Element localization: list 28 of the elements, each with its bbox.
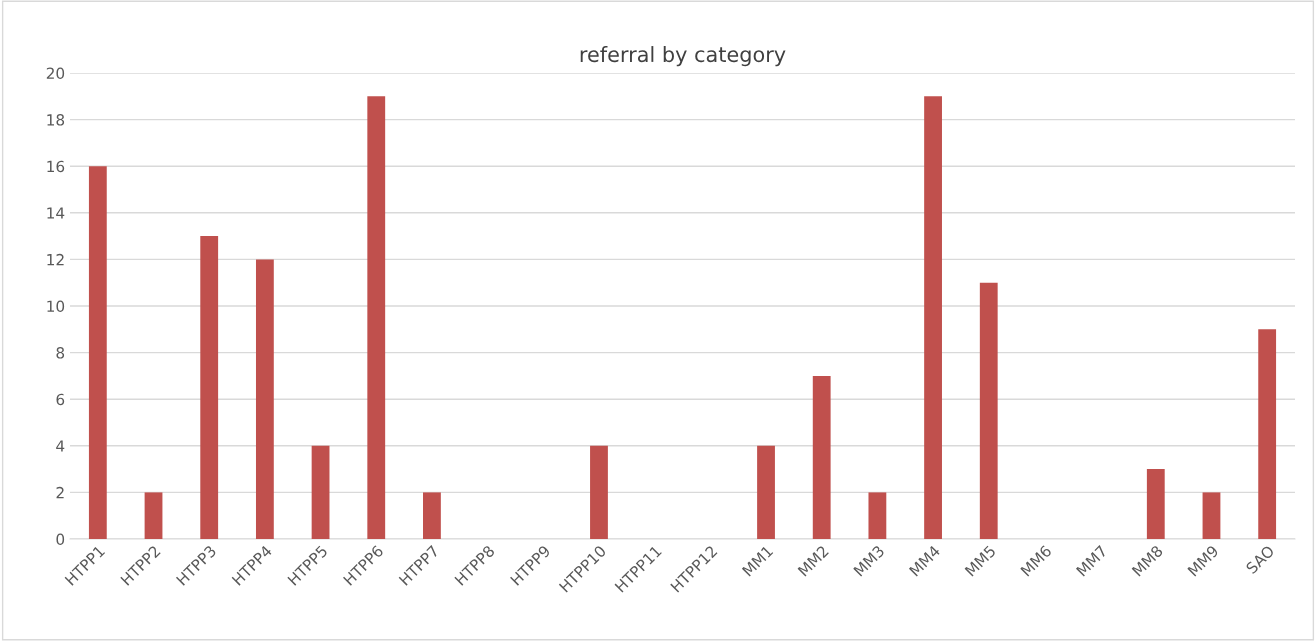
bar	[1258, 329, 1277, 539]
y-tick-label: 18	[47, 114, 65, 126]
y-tick-label: 16	[47, 160, 65, 173]
y-tick-label: 10	[47, 300, 65, 313]
bar	[590, 445, 608, 539]
bar	[200, 236, 219, 539]
y-tick-label: 20	[46, 67, 65, 80]
bar	[144, 492, 163, 539]
y-tick-label: 2	[56, 486, 64, 499]
bar	[88, 166, 107, 539]
bar	[924, 96, 942, 539]
bar	[757, 445, 775, 539]
bar	[255, 259, 274, 539]
bar	[1146, 469, 1165, 539]
bar	[367, 96, 386, 539]
y-tick-label: 4	[56, 440, 65, 452]
bar	[868, 492, 887, 539]
bar	[423, 492, 441, 539]
chart-title: referral by category	[580, 46, 786, 67]
y-tick-label: 6	[56, 393, 65, 406]
bar	[979, 282, 998, 539]
y-tick-label: 12	[47, 253, 64, 266]
bar	[812, 375, 831, 539]
bar	[311, 445, 330, 539]
y-tick-label: 8	[56, 347, 65, 359]
bar	[1202, 492, 1221, 539]
y-tick-label: 14	[47, 207, 65, 219]
y-tick-label: 0	[56, 533, 65, 546]
